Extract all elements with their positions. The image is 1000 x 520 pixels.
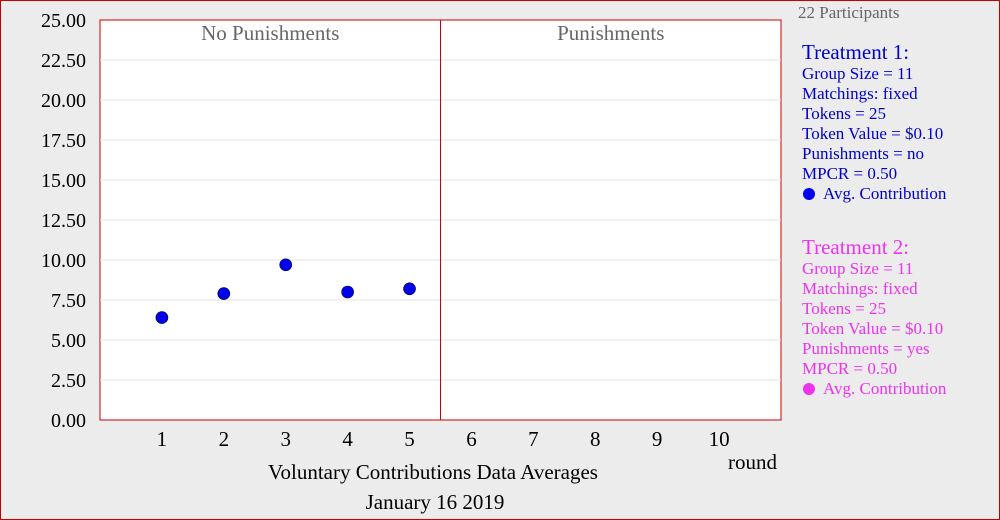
y-tick-label: 12.50: [41, 210, 86, 232]
treatment-2-block: Treatment 2: Group Size = 11 Matchings: …: [802, 235, 998, 399]
data-point-series-1: [403, 282, 416, 296]
treatment-1-title: Treatment 1:: [802, 40, 910, 64]
x-tick-label: 3: [280, 427, 291, 451]
x-tick-label: 2: [219, 427, 230, 451]
treatment-1-matchings: Matchings: fixed: [802, 84, 918, 103]
legend-dot-icon: [803, 383, 815, 395]
legend-panel: 22 Participants Treatment 1: Group Size …: [798, 2, 998, 398]
chart-title: Voluntary Contributions Data Averages: [268, 460, 598, 484]
y-tick-label: 15.00: [41, 170, 86, 192]
x-tick-label: 6: [466, 427, 477, 451]
data-point-series-1: [217, 287, 231, 300]
x-tick-label: 10: [709, 427, 730, 451]
y-tick-label: 20.00: [41, 90, 86, 112]
x-tick-label: 4: [342, 427, 353, 451]
treatment-2-tokens: Tokens = 25: [802, 299, 886, 318]
y-tick-label: 5.00: [51, 330, 86, 352]
y-tick-labels: 0.00 2.50 5.00 7.50 10.00 12.50 15.00 17.50 20.0…: [41, 10, 86, 432]
x-tick-label: 5: [404, 427, 415, 451]
y-tick-label: 2.50: [51, 370, 86, 392]
treatment-2-mpcr: MPCR = 0.50: [802, 359, 898, 378]
y-tick-label: 10.00: [41, 250, 86, 272]
treatment-2-legend: Avg. Contribution: [802, 379, 998, 399]
x-tick-label: 9: [652, 427, 663, 451]
panel-label-punishments: Punishments: [557, 21, 664, 45]
y-tick-label: 0.00: [51, 410, 86, 432]
treatment-1-legend-label: Avg. Contribution: [823, 184, 947, 203]
treatment-2-title: Treatment 2:: [802, 235, 910, 259]
treatment-1-mpcr: MPCR = 0.50: [802, 164, 898, 183]
treatment-2-token-value: Token Value = $0.10: [802, 319, 944, 338]
y-tick-label: 22.50: [41, 50, 86, 72]
chart: No Punishments Punishments 0.00 2.50 5.00 7…: [41, 10, 782, 514]
y-tick-label: 25.00: [41, 10, 86, 32]
data-points: [155, 258, 416, 324]
data-point-series-1: [155, 311, 169, 324]
data-point-series-1: [279, 258, 293, 272]
treatment-1-token-value: Token Value = $0.10: [802, 124, 944, 143]
data-point-series-1: [341, 285, 354, 299]
treatment-1-group-size: Group Size = 11: [802, 64, 914, 83]
treatment-1-legend: Avg. Contribution: [802, 184, 998, 204]
treatment-2-group-size: Group Size = 11: [802, 259, 914, 278]
y-tick-label: 7.50: [51, 290, 86, 312]
treatment-2-matchings: Matchings: fixed: [802, 279, 918, 298]
treatment-1-block: Treatment 1: Group Size = 11 Matchings: …: [802, 40, 998, 204]
treatment-2-punishments: Punishments = yes: [802, 339, 930, 358]
treatment-1-punishments: Punishments = no: [802, 144, 924, 163]
participants-count: 22 Participants: [798, 3, 900, 22]
treatment-1-tokens: Tokens = 25: [802, 104, 886, 123]
x-axis-label: round: [728, 450, 777, 474]
x-tick-label: 1: [157, 427, 168, 451]
x-tick-label: 8: [590, 427, 601, 451]
y-tick-label: 17.50: [41, 130, 86, 152]
x-tick-label: 7: [528, 427, 539, 451]
chart-subtitle: January 16 2019: [366, 490, 505, 514]
legend-dot-icon: [803, 188, 815, 200]
treatment-2-legend-label: Avg. Contribution: [823, 379, 947, 398]
panel-label-no-punishments: No Punishments: [201, 21, 339, 45]
x-tick-labels: 1 2 3 4 5 6 7 8 9 10: [157, 427, 730, 451]
